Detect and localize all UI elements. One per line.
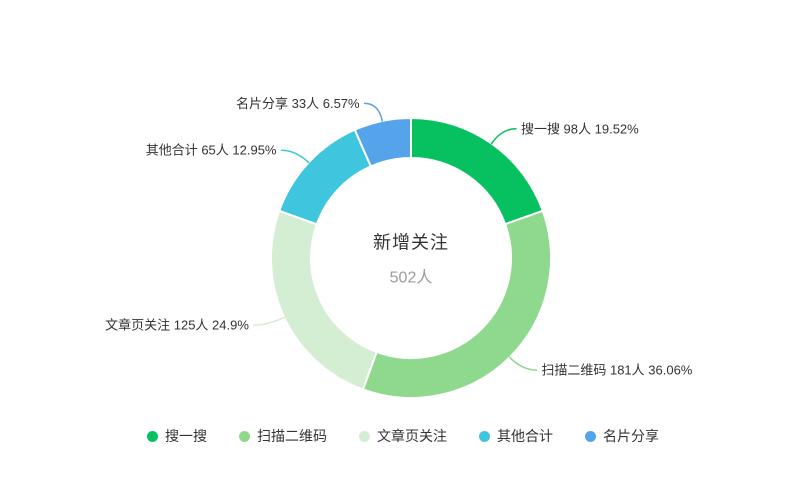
legend-dot-icon bbox=[479, 430, 490, 442]
legend-dot-icon bbox=[239, 430, 250, 442]
slice-label-2: 扫描二维码 181人 36.06% bbox=[541, 363, 692, 378]
slice-label-5: 名片分享 33人 6.57% bbox=[236, 96, 360, 111]
donut-slice-4[interactable] bbox=[278, 128, 372, 226]
donut-slice-2[interactable] bbox=[361, 209, 553, 399]
legend-item-4[interactable]: 其他合计 bbox=[479, 426, 553, 446]
slice-label-1: 搜一搜 98人 19.52% bbox=[521, 121, 639, 136]
legend-item-3[interactable]: 文章页关注 bbox=[359, 426, 447, 446]
slice-label-4: 其他合计 65人 12.95% bbox=[146, 143, 277, 158]
legend-item-label: 扫描二维码 bbox=[257, 428, 327, 444]
legend-item-1[interactable]: 搜一搜 bbox=[147, 426, 207, 446]
legend-dot-icon bbox=[585, 430, 596, 442]
legend-item-label: 搜一搜 bbox=[165, 428, 207, 444]
legend-dot-icon bbox=[147, 430, 158, 442]
legend-item-label: 名片分享 bbox=[603, 428, 659, 444]
chart-legend: 搜一搜 扫描二维码 文章页关注 其他合计 名片分享 bbox=[0, 426, 806, 446]
label-line-5 bbox=[363, 102, 384, 122]
label-line-3 bbox=[253, 316, 285, 326]
legend-item-5[interactable]: 名片分享 bbox=[585, 426, 659, 446]
label-line-1 bbox=[490, 128, 517, 145]
donut-slice-3[interactable] bbox=[270, 209, 378, 391]
legend-item-label: 其他合计 bbox=[497, 428, 553, 444]
legend-item-label: 文章页关注 bbox=[377, 428, 447, 444]
legend-item-2[interactable]: 扫描二维码 bbox=[239, 426, 327, 446]
label-line-2 bbox=[508, 356, 538, 371]
legend-dot-icon bbox=[359, 430, 370, 442]
label-line-4 bbox=[280, 149, 310, 164]
donut-slice-5[interactable] bbox=[353, 117, 412, 168]
slice-label-3: 文章页关注 125人 24.9% bbox=[105, 318, 249, 333]
